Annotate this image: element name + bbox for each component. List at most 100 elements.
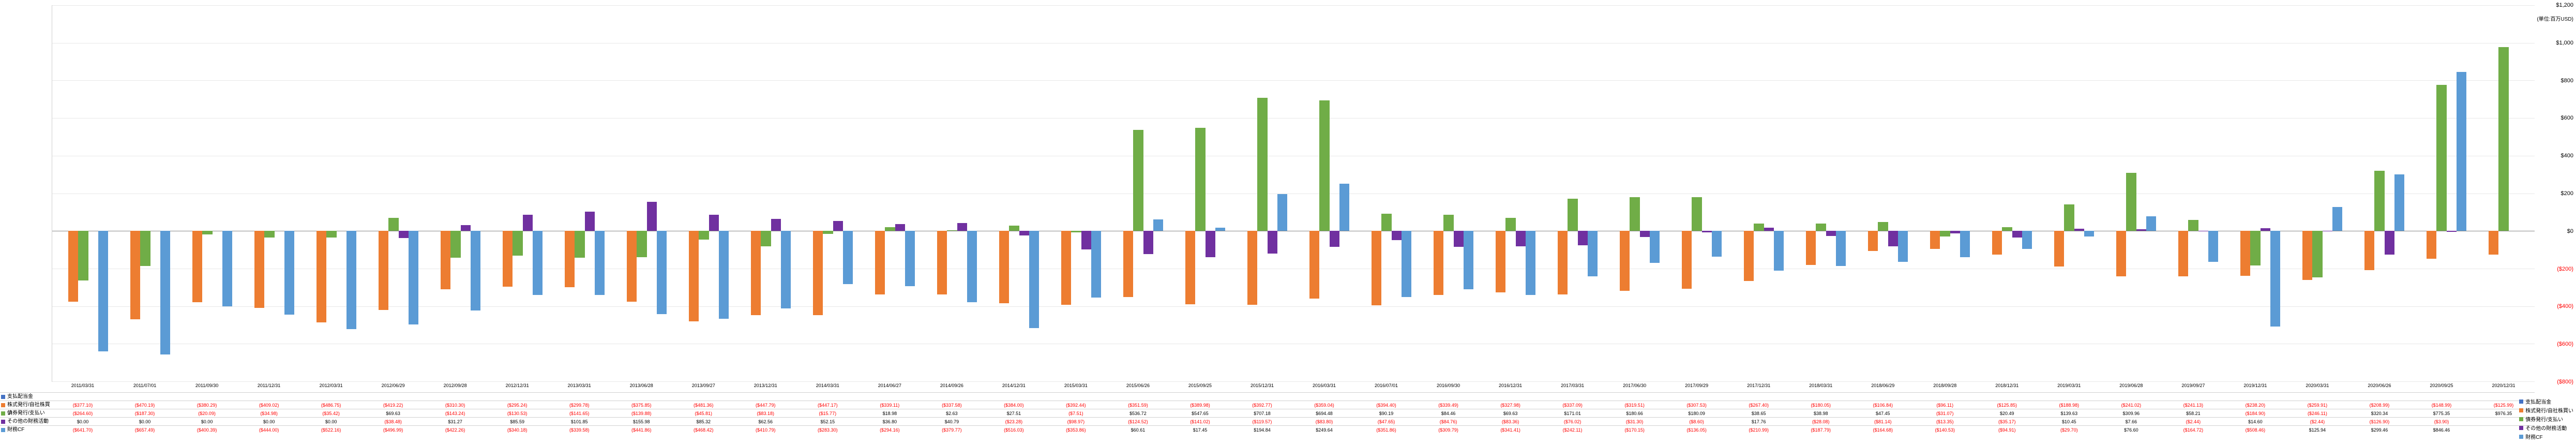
data-cell: ($35.42) [322, 409, 340, 418]
x-tick-label: 2017/12/31 [1747, 383, 1770, 388]
data-cell: ($444.00) [259, 426, 279, 434]
data-cell: ($76.02) [1564, 418, 1581, 426]
total-bar [2394, 174, 2404, 231]
legend-label: 債券発行/支払い [2525, 415, 2563, 423]
data-cell: ($341.41) [1500, 426, 1520, 434]
gridline [52, 5, 2535, 6]
x-tick-label: 2020/09/25 [2430, 383, 2453, 388]
buyback-bar [1061, 231, 1071, 305]
data-cell: $14.60 [2248, 418, 2263, 426]
data-cell: ($468.42) [694, 426, 714, 434]
buyback-bar [565, 231, 575, 287]
total-bar [657, 231, 667, 314]
data-cell: ($657.49) [135, 426, 155, 434]
other-bar [1826, 231, 1836, 236]
total-bar [595, 231, 605, 294]
buyback-bar [2364, 231, 2374, 270]
data-cell: ($98.97) [1067, 418, 1085, 426]
data-cell: ($140.53) [1935, 426, 1955, 434]
other-bar [461, 225, 471, 231]
buyback-bar [192, 231, 202, 302]
x-tick-label: 2018/12/31 [1995, 383, 2018, 388]
data-cell: $547.65 [1192, 409, 1209, 418]
x-tick-label: 2012/03/31 [320, 383, 343, 388]
debt-bar [1754, 224, 1764, 231]
x-tick-label: 2011/09/30 [195, 383, 218, 388]
data-cell: $180.66 [1626, 409, 1643, 418]
buyback-bar [627, 231, 637, 302]
data-cell: $101.85 [571, 418, 588, 426]
data-cell: ($143.24) [445, 409, 465, 418]
data-cell: ($516.03) [1004, 426, 1024, 434]
debt-bar [1878, 222, 1888, 231]
data-cell: ($184.90) [2246, 409, 2266, 418]
x-tick-label: 2015/12/31 [1251, 383, 1274, 388]
data-cell: ($310.30) [445, 401, 465, 409]
data-cell: ($339.58) [569, 426, 590, 434]
buyback-bar [1372, 231, 1381, 305]
data-cell: ($447.79) [756, 401, 776, 409]
data-cell: ($264.60) [73, 409, 93, 418]
data-cell: ($377.10) [73, 401, 93, 409]
data-cell: ($15.77) [819, 409, 837, 418]
total-bar [905, 231, 915, 286]
y-tick-label: ($400) [2557, 303, 2573, 309]
buyback-bar [254, 231, 264, 308]
data-cell: $38.98 [1814, 409, 1828, 418]
debt-bar [1505, 218, 1515, 231]
row-label: その他の財務活動 [0, 418, 51, 426]
total-bar [1526, 231, 1535, 295]
total-bar [967, 231, 977, 302]
gridline [52, 118, 2535, 119]
data-cell: ($31.07) [1936, 409, 1954, 418]
x-tick-label: 2014/12/31 [1002, 383, 1026, 388]
data-cell: ($34.98) [260, 409, 278, 418]
total-bar [409, 231, 418, 324]
other-bar [1330, 231, 1339, 246]
x-tick-label: 2013/09/27 [692, 383, 715, 388]
data-cell: ($130.53) [507, 409, 528, 418]
data-cell: $320.34 [2371, 409, 2388, 418]
buyback-legend-swatch [2519, 408, 2523, 412]
y-tick-label: ($800) [2557, 379, 2573, 385]
data-cell: ($3.90) [2434, 418, 2449, 426]
other-bar [1392, 231, 1402, 240]
x-tick-label: 2011/12/31 [258, 383, 280, 388]
data-cell: ($241.02) [2121, 401, 2142, 409]
data-cell: $84.46 [1441, 409, 1456, 418]
data-cell: ($441.86) [631, 426, 652, 434]
other-bar [709, 215, 719, 231]
data-cell: ($353.86) [1066, 426, 1086, 434]
legend-item-buyback: 株式発行/自社株買い [2519, 406, 2573, 414]
other-bar [1702, 231, 1712, 232]
data-cell: $976.35 [2495, 409, 2512, 418]
debt-bar [823, 231, 833, 234]
debt-bar [326, 231, 336, 238]
data-cell: ($379.77) [942, 426, 962, 434]
total-bar [1091, 231, 1101, 298]
data-cell: ($164.72) [2183, 426, 2204, 434]
debt-bar [2374, 171, 2384, 231]
debt-bar [1568, 199, 1577, 231]
x-tick-label: 2019/06/28 [2119, 383, 2143, 388]
data-cell: ($409.02) [259, 401, 279, 409]
data-cell: $0.00 [77, 418, 89, 426]
debt-bar [1443, 215, 1453, 231]
data-cell: $36.80 [883, 418, 897, 426]
y-tick-label: ($200) [2557, 266, 2573, 272]
other-bar [1640, 231, 1650, 236]
data-cell: $58.21 [2186, 409, 2201, 418]
debt-bar [1195, 128, 1205, 231]
total-bar [1277, 194, 1287, 231]
y-tick-label: $1,200 [2556, 2, 2573, 8]
debt-bar [2126, 173, 2136, 231]
data-row-debt: 債券発行/支払い($264.60)($187.30)($20.09)($34.9… [0, 409, 2535, 417]
other-bar [771, 219, 781, 231]
debt-bar [2312, 231, 2322, 277]
data-cell: ($94.91) [1998, 426, 2016, 434]
data-cell: $0.00 [325, 418, 337, 426]
debt-bar [2002, 227, 2012, 231]
data-cell: ($31.30) [1626, 418, 1644, 426]
buyback-bar [2302, 231, 2312, 279]
y-tick-label: $1,000 [2556, 40, 2573, 46]
